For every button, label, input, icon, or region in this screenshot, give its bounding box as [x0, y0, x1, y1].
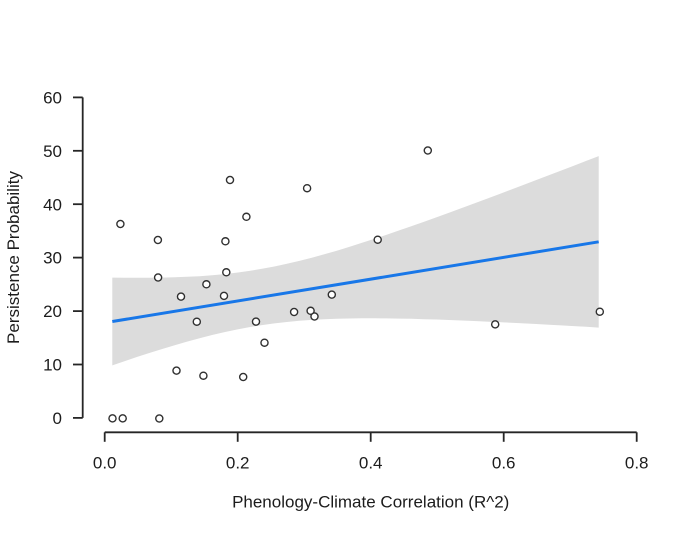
svg-text:0.0: 0.0: [93, 454, 117, 473]
svg-text:40: 40: [43, 195, 62, 214]
svg-text:50: 50: [43, 142, 62, 161]
svg-text:30: 30: [43, 249, 62, 268]
svg-text:10: 10: [43, 356, 62, 375]
svg-text:Phenology-Climate Correlation: Phenology-Climate Correlation (R^2): [232, 493, 509, 512]
svg-text:20: 20: [43, 302, 62, 321]
svg-text:60: 60: [43, 89, 62, 108]
svg-text:Persistence Probability: Persistence Probability: [4, 171, 23, 344]
svg-text:0.6: 0.6: [492, 454, 516, 473]
svg-text:0.2: 0.2: [226, 454, 250, 473]
svg-text:0: 0: [53, 409, 62, 428]
svg-text:0.4: 0.4: [359, 454, 383, 473]
svg-text:0.8: 0.8: [625, 454, 649, 473]
